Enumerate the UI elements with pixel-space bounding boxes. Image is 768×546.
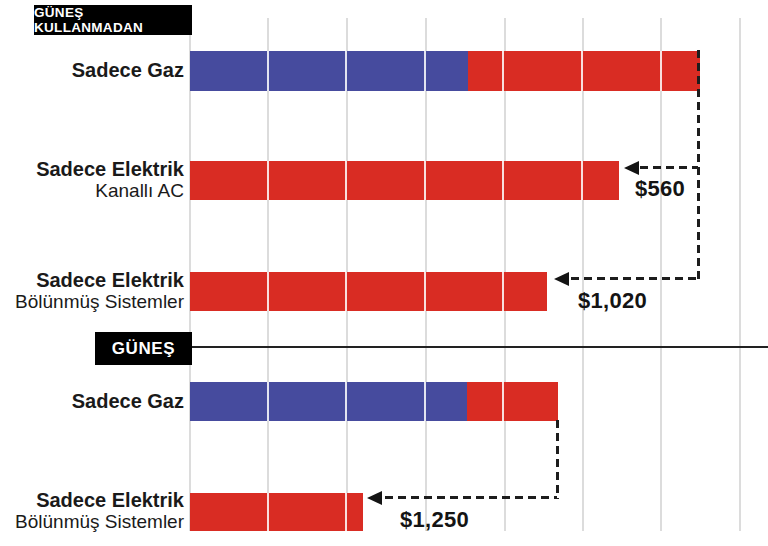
row-label-gaz-solar: Sadece Gaz	[0, 391, 184, 412]
arrow-left-icon	[554, 272, 569, 286]
row-label-line2: Bölünmüş Sistemler	[0, 511, 184, 532]
row-label-line1: Sadece Elektrik	[0, 490, 184, 511]
connector-branch-to-bolunmus	[571, 277, 698, 280]
connector-branch-to-kanalli-ac	[640, 166, 698, 169]
section-header-no-solar-label: GÜNEŞ KULLANMADAN	[34, 5, 192, 35]
row-label-line1: Sadece Gaz	[0, 391, 184, 412]
arrow-left-icon	[367, 491, 382, 505]
bar-gaz-solar	[190, 382, 558, 421]
electric-cost-segment	[468, 51, 700, 91]
electric-cost-segment	[467, 382, 558, 421]
savings-value-1250: $1,250	[400, 507, 469, 533]
row-label-line1: Sadece Elektrik	[0, 270, 184, 291]
gas-cost-segment	[190, 51, 468, 91]
savings-value-560: $560	[635, 176, 685, 202]
connector-branch-to-bolunmus-solar	[385, 496, 557, 499]
savings-value-1020: $1,020	[578, 288, 647, 314]
row-label-line1: Sadece Elektrik	[0, 159, 184, 180]
electric-cost-segment	[190, 272, 547, 311]
section-header-no-solar: GÜNEŞ KULLANMADAN	[34, 5, 192, 35]
bar-elektrik-bolunmus-solar	[190, 493, 363, 531]
gridline	[739, 18, 741, 531]
bar-elektrik-bolunmus-no-solar	[190, 272, 547, 311]
bar-gaz-no-solar	[190, 51, 700, 91]
section-header-solar-label: GÜNEŞ	[112, 339, 175, 359]
gridline	[582, 18, 584, 531]
row-label-line2: Bölünmüş Sistemler	[0, 291, 184, 312]
connector-vertical-solar	[556, 420, 559, 499]
row-label-elektrik-bolunmus-no-solar: Sadece Elektrik Bölünmüş Sistemler	[0, 270, 184, 312]
bar-elektrik-kanalli-ac	[190, 161, 619, 200]
gridline	[660, 18, 662, 531]
row-label-elektrik-kanalli-ac: Sadece Elektrik Kanallı AC	[0, 159, 184, 201]
electric-cost-segment	[190, 161, 619, 200]
row-label-line2: Kanallı AC	[0, 180, 184, 201]
gas-cost-segment	[190, 382, 467, 421]
connector-vertical-no-solar	[697, 50, 700, 279]
row-label-gaz-no-solar: Sadece Gaz	[0, 60, 184, 81]
infographic-canvas: GÜNEŞ KULLANMADAN GÜNEŞ Sadece Gaz Sadec…	[0, 0, 768, 546]
electric-cost-segment	[190, 493, 363, 531]
arrow-left-icon	[624, 161, 639, 175]
section-divider-line	[192, 346, 768, 348]
row-label-elektrik-bolunmus-solar: Sadece Elektrik Bölünmüş Sistemler	[0, 490, 184, 532]
section-header-solar: GÜNEŞ	[95, 332, 192, 365]
row-label-line1: Sadece Gaz	[0, 60, 184, 81]
